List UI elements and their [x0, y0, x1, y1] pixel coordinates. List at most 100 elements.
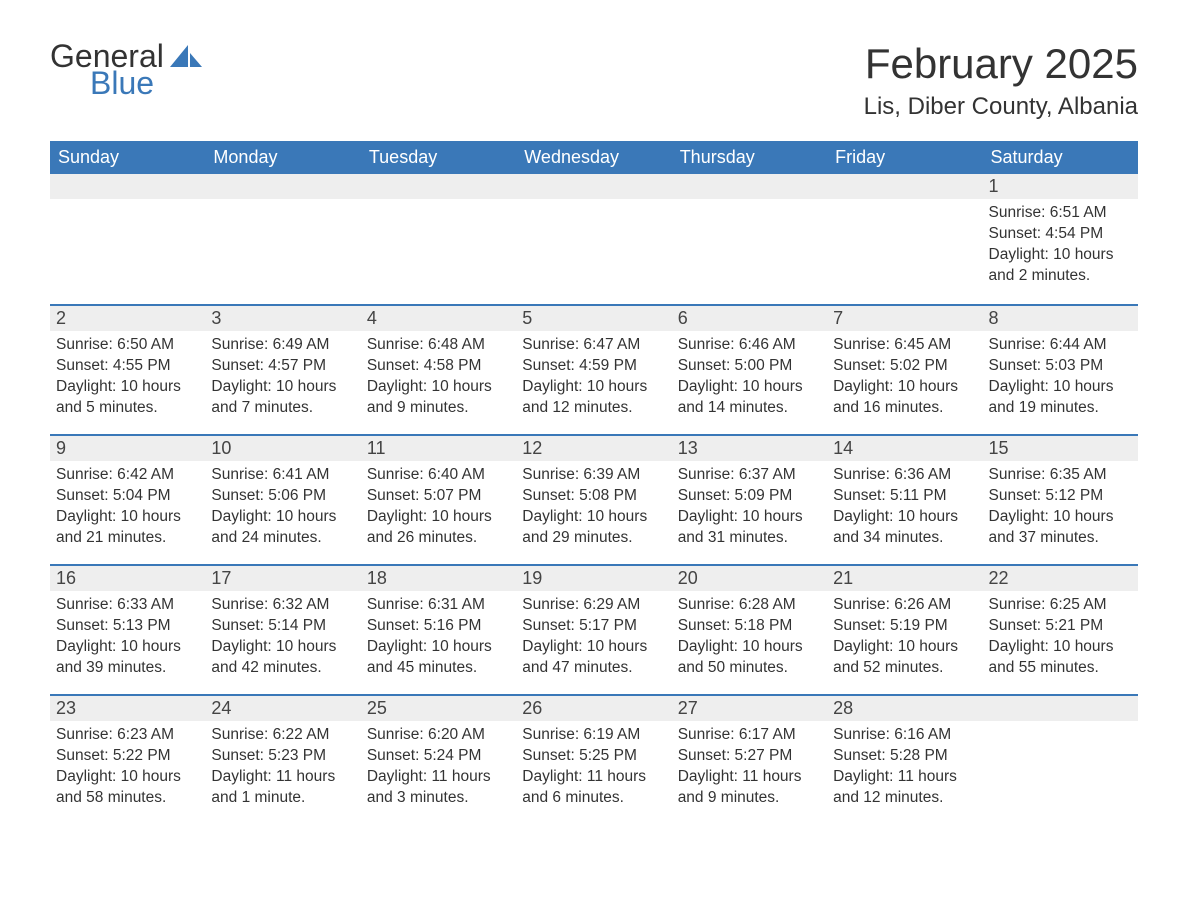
- sunset-text: Sunset: 4:59 PM: [522, 356, 665, 377]
- calendar-week: 1Sunrise: 6:51 AMSunset: 4:54 PMDaylight…: [50, 174, 1138, 304]
- day-details: Sunrise: 6:47 AMSunset: 4:59 PMDaylight:…: [516, 331, 671, 423]
- sunset-text: Sunset: 5:14 PM: [211, 616, 354, 637]
- logo: General Blue: [50, 40, 202, 99]
- sunrise-text: Sunrise: 6:35 AM: [989, 465, 1132, 486]
- calendar-day: 13Sunrise: 6:37 AMSunset: 5:09 PMDayligh…: [672, 434, 827, 564]
- calendar-day-empty: [50, 174, 205, 304]
- sunrise-text: Sunrise: 6:19 AM: [522, 725, 665, 746]
- sunrise-text: Sunrise: 6:42 AM: [56, 465, 199, 486]
- calendar-day: 2 Sunrise: 6:50 AMSunset: 4:55 PMDaylight…: [50, 304, 205, 434]
- sunset-text: Sunset: 5:19 PM: [833, 616, 976, 637]
- daylight-text: Daylight: 11 hours and 1 minute.: [211, 767, 354, 809]
- sunrise-text: Sunrise: 6:29 AM: [522, 595, 665, 616]
- day-details: Sunrise: 6:44 AMSunset: 5:03 PMDaylight:…: [983, 331, 1138, 423]
- calendar-day: 24Sunrise: 6:22 AMSunset: 5:23 PMDayligh…: [205, 694, 360, 824]
- calendar-day: 3Sunrise: 6:49 AMSunset: 4:57 PMDaylight…: [205, 304, 360, 434]
- sunrise-text: Sunrise: 6:40 AM: [367, 465, 510, 486]
- calendar-day: 6Sunrise: 6:46 AMSunset: 5:00 PMDaylight…: [672, 304, 827, 434]
- month-title: February 2025: [864, 40, 1138, 88]
- sunrise-text: Sunrise: 6:46 AM: [678, 335, 821, 356]
- sunrise-text: Sunrise: 6:31 AM: [367, 595, 510, 616]
- day-number: 27: [672, 694, 827, 721]
- sunrise-text: Sunrise: 6:47 AM: [522, 335, 665, 356]
- dayname-row: SundayMondayTuesdayWednesdayThursdayFrid…: [50, 141, 1138, 174]
- sunrise-text: Sunrise: 6:25 AM: [989, 595, 1132, 616]
- dayname-header: Friday: [827, 141, 982, 174]
- day-number: 20: [672, 564, 827, 591]
- day-number-row-empty: [50, 174, 205, 199]
- daylight-text: Daylight: 10 hours and 5 minutes.: [56, 377, 199, 419]
- day-number: 7: [827, 304, 982, 331]
- sunset-text: Sunset: 5:28 PM: [833, 746, 976, 767]
- day-number: 6: [672, 304, 827, 331]
- day-number: 23: [50, 694, 205, 721]
- day-details: Sunrise: 6:51 AMSunset: 4:54 PMDaylight:…: [983, 199, 1138, 291]
- day-number: 12: [516, 434, 671, 461]
- sunrise-text: Sunrise: 6:50 AM: [56, 335, 199, 356]
- daylight-text: Daylight: 11 hours and 6 minutes.: [522, 767, 665, 809]
- daylight-text: Daylight: 10 hours and 29 minutes.: [522, 507, 665, 549]
- day-number: 11: [361, 434, 516, 461]
- day-number: 25: [361, 694, 516, 721]
- sunrise-text: Sunrise: 6:45 AM: [833, 335, 976, 356]
- sunrise-text: Sunrise: 6:17 AM: [678, 725, 821, 746]
- day-details: Sunrise: 6:41 AMSunset: 5:06 PMDaylight:…: [205, 461, 360, 553]
- sunset-text: Sunset: 5:04 PM: [56, 486, 199, 507]
- calendar-day-empty: [205, 174, 360, 304]
- sunrise-text: Sunrise: 6:41 AM: [211, 465, 354, 486]
- calendar-day: 11Sunrise: 6:40 AMSunset: 5:07 PMDayligh…: [361, 434, 516, 564]
- sunrise-text: Sunrise: 6:20 AM: [367, 725, 510, 746]
- calendar-day: 5Sunrise: 6:47 AMSunset: 4:59 PMDaylight…: [516, 304, 671, 434]
- page-header: General Blue February 2025 Lis, Diber Co…: [50, 40, 1138, 121]
- day-details: Sunrise: 6:16 AMSunset: 5:28 PMDaylight:…: [827, 721, 982, 813]
- sunset-text: Sunset: 5:21 PM: [989, 616, 1132, 637]
- daylight-text: Daylight: 11 hours and 9 minutes.: [678, 767, 821, 809]
- calendar-day: 26Sunrise: 6:19 AMSunset: 5:25 PMDayligh…: [516, 694, 671, 824]
- day-number: 8: [983, 304, 1138, 331]
- day-number-row-empty: [827, 174, 982, 199]
- logo-text-blue: Blue: [90, 67, 202, 99]
- day-details: Sunrise: 6:45 AMSunset: 5:02 PMDaylight:…: [827, 331, 982, 423]
- sunset-text: Sunset: 5:06 PM: [211, 486, 354, 507]
- day-number: 22: [983, 564, 1138, 591]
- day-number: 1: [983, 174, 1138, 199]
- day-details: Sunrise: 6:23 AMSunset: 5:22 PMDaylight:…: [50, 721, 205, 813]
- sunrise-text: Sunrise: 6:32 AM: [211, 595, 354, 616]
- calendar-day: 14Sunrise: 6:36 AMSunset: 5:11 PMDayligh…: [827, 434, 982, 564]
- daylight-text: Daylight: 10 hours and 45 minutes.: [367, 637, 510, 679]
- day-number: 9: [50, 434, 205, 461]
- sunset-text: Sunset: 5:13 PM: [56, 616, 199, 637]
- day-number-row-empty: [672, 174, 827, 199]
- day-number: 16: [50, 564, 205, 591]
- day-details: Sunrise: 6:40 AMSunset: 5:07 PMDaylight:…: [361, 461, 516, 553]
- daylight-text: Daylight: 10 hours and 12 minutes.: [522, 377, 665, 419]
- day-number: 2: [50, 304, 205, 331]
- sunrise-text: Sunrise: 6:51 AM: [989, 203, 1132, 224]
- sunset-text: Sunset: 4:58 PM: [367, 356, 510, 377]
- sunset-text: Sunset: 5:16 PM: [367, 616, 510, 637]
- sunset-text: Sunset: 5:25 PM: [522, 746, 665, 767]
- calendar-day: 22Sunrise: 6:25 AMSunset: 5:21 PMDayligh…: [983, 564, 1138, 694]
- calendar-day-empty: [672, 174, 827, 304]
- sunset-text: Sunset: 5:09 PM: [678, 486, 821, 507]
- sunset-text: Sunset: 5:24 PM: [367, 746, 510, 767]
- day-details: Sunrise: 6:29 AMSunset: 5:17 PMDaylight:…: [516, 591, 671, 683]
- dayname-header: Sunday: [50, 141, 205, 174]
- calendar-day: 17Sunrise: 6:32 AMSunset: 5:14 PMDayligh…: [205, 564, 360, 694]
- daylight-text: Daylight: 10 hours and 24 minutes.: [211, 507, 354, 549]
- calendar-day: 16Sunrise: 6:33 AMSunset: 5:13 PMDayligh…: [50, 564, 205, 694]
- daylight-text: Daylight: 10 hours and 7 minutes.: [211, 377, 354, 419]
- day-number: 14: [827, 434, 982, 461]
- location-label: Lis, Diber County, Albania: [864, 93, 1138, 121]
- sunset-text: Sunset: 4:55 PM: [56, 356, 199, 377]
- sunset-text: Sunset: 5:23 PM: [211, 746, 354, 767]
- day-details: Sunrise: 6:37 AMSunset: 5:09 PMDaylight:…: [672, 461, 827, 553]
- daylight-text: Daylight: 10 hours and 34 minutes.: [833, 507, 976, 549]
- day-number: 15: [983, 434, 1138, 461]
- day-details: Sunrise: 6:33 AMSunset: 5:13 PMDaylight:…: [50, 591, 205, 683]
- daylight-text: Daylight: 11 hours and 3 minutes.: [367, 767, 510, 809]
- sunset-text: Sunset: 5:07 PM: [367, 486, 510, 507]
- daylight-text: Daylight: 10 hours and 14 minutes.: [678, 377, 821, 419]
- sunset-text: Sunset: 5:08 PM: [522, 486, 665, 507]
- calendar-day-empty: [361, 174, 516, 304]
